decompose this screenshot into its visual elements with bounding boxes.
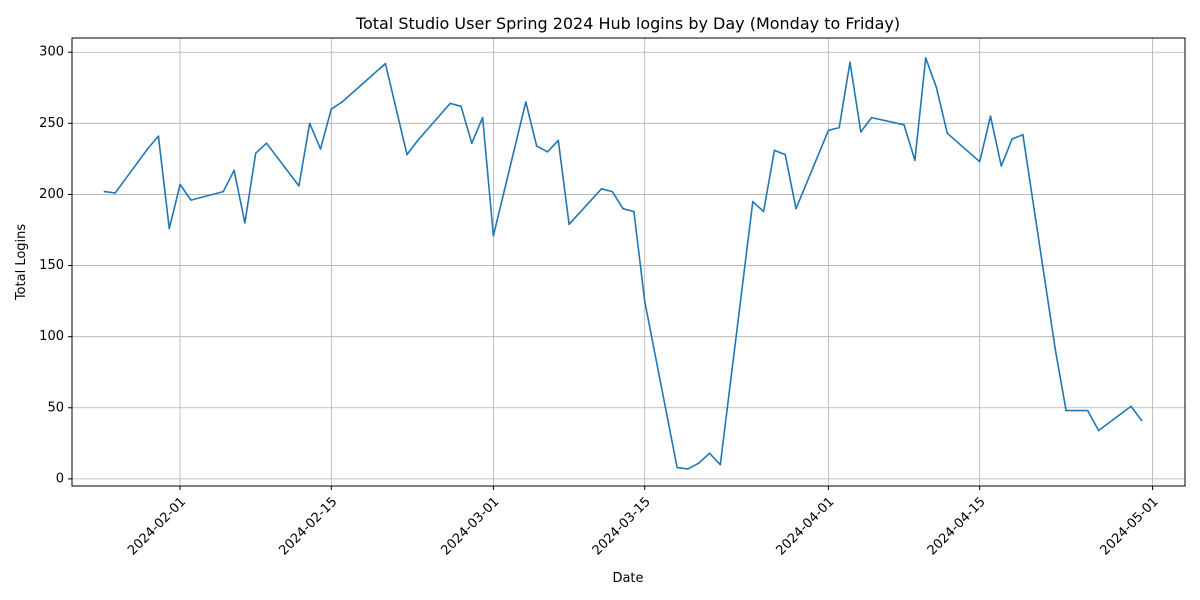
data-point	[492, 234, 495, 237]
data-point	[827, 129, 830, 132]
data-point	[784, 153, 786, 156]
data-point	[254, 152, 257, 154]
data-point	[179, 183, 181, 186]
data-point	[914, 159, 916, 162]
data-point	[935, 86, 938, 89]
data-point	[535, 145, 538, 147]
data-point	[265, 142, 268, 145]
y-axis: 0 50 100 150 200 250 300	[39, 45, 72, 486]
data-point	[633, 210, 635, 213]
data-point	[611, 190, 614, 193]
data-point	[903, 123, 905, 126]
data-point	[384, 62, 387, 65]
data-point	[319, 148, 322, 150]
data-point	[341, 101, 343, 103]
y-tick-label: 50	[47, 400, 64, 415]
data-point	[762, 210, 765, 213]
data-point	[157, 135, 160, 137]
data-point	[244, 222, 246, 224]
data-point	[946, 132, 949, 135]
chart-title: Total Studio User Spring 2024 Hub logins…	[355, 14, 900, 33]
y-tick-label: 150	[39, 258, 64, 273]
data-point	[622, 207, 624, 210]
data-point	[568, 223, 570, 226]
data-point	[1054, 348, 1057, 351]
data-point	[751, 200, 754, 203]
data-point	[1022, 133, 1024, 136]
data-point	[416, 139, 419, 142]
y-tick-label: 300	[39, 45, 64, 60]
data-point	[697, 462, 700, 465]
data-point	[103, 190, 106, 193]
grid	[72, 38, 1185, 486]
data-point	[849, 61, 851, 63]
data-point	[298, 185, 300, 187]
data-point	[687, 468, 689, 470]
data-point	[525, 101, 527, 103]
data-point	[989, 115, 992, 118]
data-point	[1065, 409, 1067, 412]
data-point	[460, 105, 462, 108]
data-point	[1130, 405, 1132, 408]
data-point	[676, 466, 678, 469]
data-point	[1097, 429, 1100, 432]
series-layer	[103, 57, 1143, 470]
data-point	[708, 452, 711, 455]
data-point	[773, 149, 776, 152]
data-point	[860, 131, 862, 133]
data-point	[600, 187, 603, 190]
data-point	[1000, 165, 1003, 167]
data-point	[643, 300, 646, 302]
data-point	[308, 122, 311, 125]
data-point	[190, 199, 192, 201]
y-tick-label: 100	[39, 329, 64, 344]
data-point	[146, 148, 149, 150]
plot-frame	[71, 37, 1186, 487]
data-point	[1140, 419, 1143, 422]
data-point	[978, 160, 981, 163]
data-point	[1086, 409, 1089, 412]
data-point	[557, 139, 560, 142]
data-point	[924, 57, 927, 59]
y-tick-label: 200	[39, 187, 64, 202]
data-point	[168, 227, 171, 230]
data-point	[546, 150, 549, 153]
data-point	[114, 192, 117, 194]
y-tick-label: 250	[39, 116, 64, 131]
data-point	[233, 169, 235, 172]
y-tick-label: 0	[56, 471, 64, 486]
data-point	[1076, 409, 1078, 412]
data-point	[406, 153, 408, 156]
data-point	[481, 116, 484, 119]
data-point	[222, 190, 225, 193]
data-point	[1011, 138, 1013, 140]
x-axis-label: Date	[612, 571, 643, 586]
data-point	[838, 126, 841, 129]
data-point	[330, 108, 333, 110]
data-point	[471, 142, 473, 145]
data-point	[870, 116, 873, 119]
data-point	[795, 207, 797, 210]
data-point	[449, 102, 452, 105]
data-point	[719, 463, 722, 466]
y-axis-label: Total Logins	[14, 224, 29, 302]
